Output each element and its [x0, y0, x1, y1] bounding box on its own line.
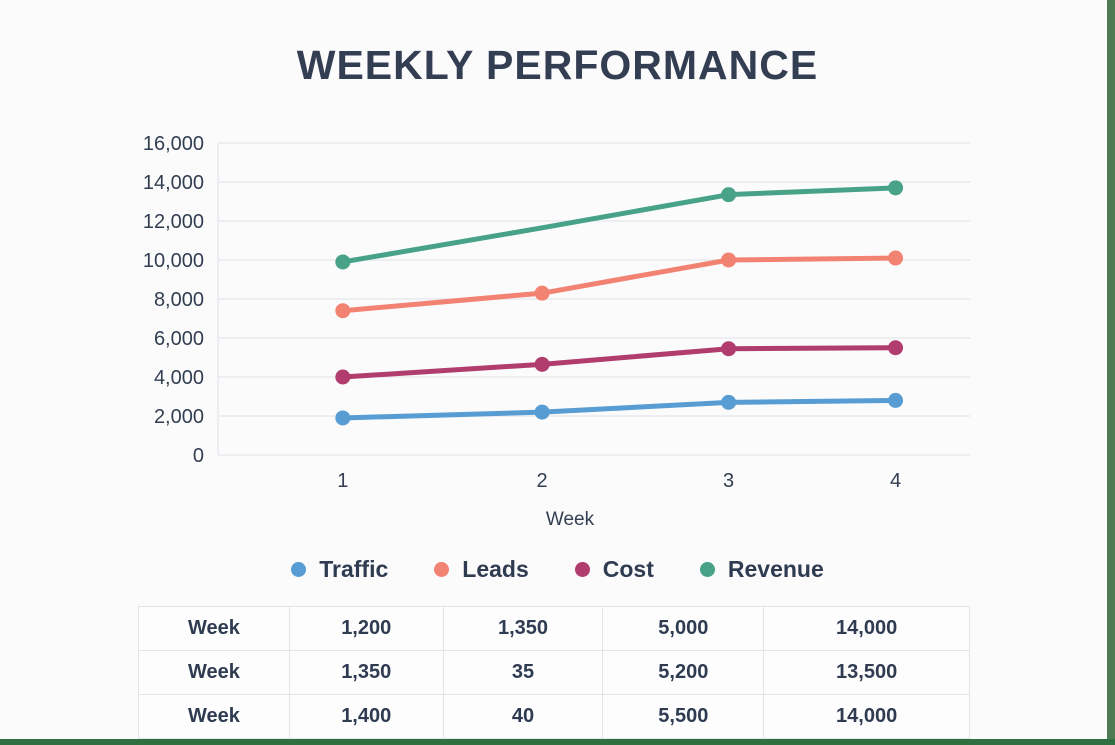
data-point-leads-week-3	[721, 252, 737, 268]
table-cell: Week	[138, 606, 290, 651]
y-axis-tick-label: 10,000	[143, 250, 204, 272]
series-line-traffic	[340, 397, 899, 421]
data-point-leads-week-1	[335, 303, 351, 319]
table-cell: 1,200	[288, 606, 444, 651]
series-line-cost	[340, 345, 899, 380]
y-axis-tick-label: 16,000	[143, 133, 204, 155]
table-cell: 14,000	[763, 606, 970, 651]
window-edge-right	[1107, 0, 1115, 745]
x-axis-tick-label: 1	[337, 470, 348, 492]
table-cell: 14,000	[763, 694, 970, 739]
table-row: Week 1,350 35 5,200 13,500	[138, 650, 970, 695]
weekly-performance-chart: 0 2,000 4,000 6,000 8,000 10,000 12,000 14,000 1…	[120, 125, 1050, 545]
data-point-leads-week-2	[534, 285, 550, 301]
x-axis-title: Week	[546, 509, 595, 530]
y-axis-tick-label: 12,000	[143, 211, 204, 233]
legend-swatch-icon	[699, 562, 715, 577]
legend-label: Revenue	[727, 556, 824, 582]
data-point-traffic-week-4	[888, 392, 904, 408]
y-axis-tick-label: 2,000	[154, 406, 204, 428]
data-table: Week 1,200 1,350 5,000 14,000 Week 1,350 35 5,20…	[138, 606, 970, 739]
window-edge-bottom	[0, 739, 1115, 745]
page-title: WEEKLY PERFORMANCE	[296, 42, 819, 88]
legend-label: Traffic	[319, 556, 389, 582]
legend-label: Leads	[462, 556, 529, 582]
chart-legend: Traffic Leads Cost Revenue	[0, 556, 1115, 583]
line-chart-canvas: 0 2,000 4,000 6,000 8,000 10,000 12,000 14,000 1…	[143, 133, 970, 530]
series-line-leads	[340, 255, 899, 314]
legend-swatch-icon	[434, 562, 450, 577]
data-point-revenue-week-4	[888, 180, 904, 196]
table-row: Week 1,400 40 5,500 14,000	[138, 694, 970, 739]
table-cell: 1,350	[442, 606, 604, 651]
y-axis-tick-label: 14,000	[143, 172, 204, 194]
data-point-cost-week-4	[888, 340, 904, 356]
data-point-traffic-week-3	[721, 394, 737, 410]
table-cell: 40	[442, 694, 604, 739]
table-cell: 5,200	[602, 650, 765, 695]
y-axis-tick-label: 4,000	[154, 367, 204, 389]
table-cell: 5,500	[602, 694, 765, 739]
table-cell: 5,000	[602, 606, 765, 651]
legend-label: Cost	[602, 556, 654, 582]
legend-item-cost: Cost	[574, 556, 654, 583]
x-axis-tick-label: 2	[537, 470, 548, 492]
data-point-cost-week-3	[721, 341, 737, 357]
data-point-cost-week-2	[534, 356, 550, 372]
data-point-traffic-week-1	[335, 410, 351, 426]
legend-item-leads: Leads	[434, 556, 529, 583]
x-axis-tick-label: 3	[723, 470, 734, 492]
data-point-revenue-week-1	[335, 254, 351, 270]
table-cell: 35	[442, 650, 604, 695]
legend-item-revenue: Revenue	[699, 556, 824, 583]
legend-swatch-icon	[574, 562, 590, 577]
legend-swatch-icon	[291, 562, 307, 577]
y-axis-tick-label: 0	[193, 445, 204, 467]
table-cell: 1,400	[288, 694, 444, 739]
table-cell: Week	[138, 694, 290, 739]
table-row: Week 1,200 1,350 5,000 14,000	[138, 606, 970, 651]
table-cell: 1,350	[288, 650, 444, 695]
table-cell: 13,500	[763, 650, 970, 695]
table-cell: Week	[138, 650, 290, 695]
y-axis-tick-label: 6,000	[154, 328, 204, 350]
y-axis-tick-label: 8,000	[154, 289, 204, 311]
data-point-leads-week-4	[888, 250, 904, 266]
legend-item-traffic: Traffic	[291, 556, 388, 583]
series-line-revenue	[340, 185, 899, 265]
data-point-cost-week-1	[335, 369, 351, 385]
data-point-revenue-week-3	[721, 187, 737, 203]
data-point-traffic-week-2	[534, 404, 550, 420]
x-axis-tick-label: 4	[890, 470, 901, 492]
